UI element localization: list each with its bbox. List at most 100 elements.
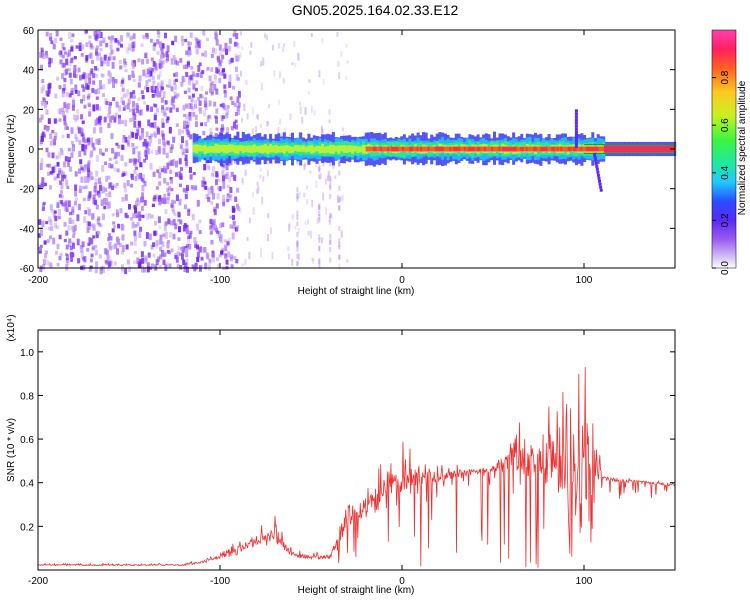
- signal-hook-cell: [598, 179, 601, 183]
- noise-speckle: [107, 255, 111, 263]
- noise-speckle: [168, 186, 172, 191]
- noise-speckle: [143, 101, 147, 105]
- noise-speckle: [67, 156, 71, 162]
- noise-speckle: [94, 199, 98, 206]
- noise-speckle: [318, 214, 321, 220]
- noise-speckle: [49, 36, 53, 41]
- noise-speckle: [105, 175, 109, 182]
- noise-speckle: [189, 134, 193, 140]
- noise-speckle: [338, 72, 341, 79]
- signal-hook-cell: [574, 142, 578, 146]
- noise-speckle: [88, 111, 92, 117]
- signal-hook-cell: [574, 109, 578, 113]
- noise-speckle: [179, 265, 183, 270]
- noise-speckle: [236, 110, 240, 115]
- noise-speckle: [67, 225, 71, 231]
- noise-speckle: [86, 162, 90, 170]
- noise-speckle: [218, 254, 222, 258]
- noise-speckle: [156, 39, 160, 45]
- noise-speckle: [221, 54, 225, 60]
- noise-speckle: [121, 144, 125, 150]
- noise-speckle: [190, 98, 194, 103]
- noise-speckle: [187, 131, 191, 138]
- noise-speckle: [80, 252, 84, 259]
- noise-speckle: [105, 202, 109, 206]
- noise-speckle: [65, 254, 69, 261]
- noise-speckle: [211, 252, 215, 258]
- noise-speckle: [84, 144, 88, 150]
- noise-speckle: [87, 208, 91, 216]
- noise-speckle: [226, 174, 230, 180]
- noise-speckle: [87, 160, 91, 165]
- signal-band-cell: [296, 145, 300, 152]
- noise-speckle: [79, 74, 82, 81]
- signal-core-cell: [409, 146, 412, 152]
- noise-speckle: [89, 171, 93, 179]
- noise-speckle: [96, 45, 100, 49]
- noise-speckle: [53, 118, 57, 124]
- noise-speckle: [149, 124, 153, 128]
- noise-speckle: [237, 91, 241, 98]
- signal-core-cell: [369, 146, 372, 152]
- noise-speckle: [90, 176, 94, 180]
- noise-speckle: [105, 197, 108, 204]
- noise-speckle: [130, 183, 134, 188]
- noise-speckle: [329, 240, 332, 246]
- noise-speckle: [76, 238, 80, 246]
- noise-speckle: [90, 150, 94, 157]
- signal-core-cell: [538, 146, 541, 152]
- noise-speckle: [63, 102, 67, 109]
- signal-band-cell: [222, 144, 226, 154]
- noise-speckle: [127, 143, 131, 147]
- noise-speckle: [133, 204, 137, 209]
- noise-speckle: [308, 79, 311, 83]
- noise-speckle: [318, 211, 321, 216]
- signal-core-cell: [636, 145, 640, 153]
- noise-speckle: [136, 109, 139, 114]
- noise-speckle: [95, 170, 99, 177]
- y-tick-label: 0.6: [20, 435, 34, 446]
- noise-speckle: [143, 200, 147, 206]
- signal-core-cell: [567, 146, 571, 152]
- noise-speckle: [219, 223, 223, 228]
- y-tick-label: 20: [23, 105, 35, 116]
- noise-speckle: [225, 165, 229, 170]
- noise-speckle: [91, 247, 95, 251]
- noise-speckle: [229, 257, 233, 262]
- noise-speckle: [93, 186, 97, 193]
- noise-speckle: [139, 226, 143, 232]
- noise-speckle: [166, 198, 170, 204]
- noise-speckle: [87, 242, 91, 246]
- noise-speckle: [296, 253, 299, 259]
- noise-speckle: [113, 261, 117, 266]
- noise-speckle: [318, 167, 321, 173]
- noise-speckle: [127, 74, 131, 81]
- noise-speckle: [284, 127, 287, 135]
- noise-speckle: [53, 165, 57, 173]
- noise-speckle: [67, 49, 71, 57]
- noise-speckle: [128, 204, 131, 210]
- noise-speckle: [162, 165, 166, 173]
- noise-speckle: [81, 44, 85, 50]
- noise-speckle: [163, 141, 167, 147]
- signal-core-cell: [569, 146, 572, 152]
- noise-speckle: [104, 148, 108, 152]
- noise-speckle: [216, 69, 220, 74]
- noise-speckle: [244, 258, 247, 266]
- noise-speckle: [128, 43, 132, 48]
- noise-speckle: [212, 165, 216, 173]
- noise-speckle: [262, 57, 265, 66]
- noise-speckle: [60, 190, 63, 195]
- signal-core-cell: [485, 146, 489, 152]
- noise-speckle: [213, 209, 217, 216]
- noise-speckle: [230, 126, 234, 131]
- noise-speckle: [49, 262, 53, 268]
- noise-speckle: [120, 223, 124, 231]
- noise-speckle: [218, 44, 222, 51]
- noise-speckle: [230, 171, 234, 177]
- noise-speckle: [228, 38, 232, 44]
- noise-speckle: [207, 187, 211, 195]
- noise-speckle: [210, 67, 214, 72]
- noise-speckle: [197, 43, 201, 49]
- noise-speckle: [198, 39, 202, 44]
